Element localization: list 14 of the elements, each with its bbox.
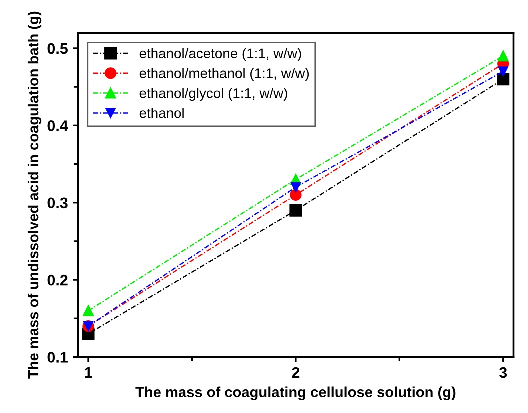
legend-label: ethanol/methanol (1:1, w/w) xyxy=(140,68,310,82)
legend-label: ethanol/glycol (1:1, w/w) xyxy=(140,88,288,102)
y-axis-title: The mass of undissolved acid in coagulation bath (g) xyxy=(28,12,42,379)
y-tick-label: 0.3 xyxy=(48,198,68,209)
y-tick-label: 0.1 xyxy=(48,352,68,363)
x-tick-label: 2 xyxy=(292,367,300,378)
y-tick-label: 0.4 xyxy=(48,120,68,132)
legend-label: ethanol xyxy=(140,108,184,118)
x-tick-label: 3 xyxy=(499,367,508,378)
x-tick-label: 1 xyxy=(85,368,92,378)
legend-label: ethanol/acetone (1:1, w/w) xyxy=(140,48,302,62)
x-axis-title: The mass of coagulating cellulose solution (g) xyxy=(136,386,456,400)
y-tick-label: 0.5 xyxy=(48,43,68,54)
y-tick-label: 0.2 xyxy=(48,274,68,286)
